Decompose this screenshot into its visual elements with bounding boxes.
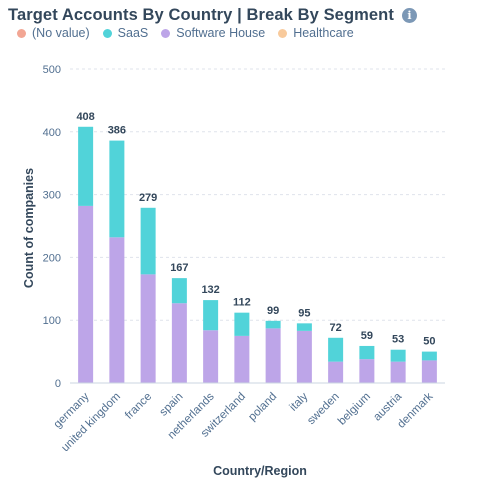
info-icon[interactable]: i xyxy=(401,8,417,23)
y-tick-label: 0 xyxy=(55,378,61,390)
legend-item-healthcare[interactable]: Healthcare xyxy=(278,26,354,40)
x-axis-title: Country/Region xyxy=(213,464,307,478)
bar-segment-software-house[interactable] xyxy=(265,328,281,383)
bar-segment-saas[interactable] xyxy=(296,323,312,331)
legend-swatch xyxy=(102,28,112,38)
bar-segment-saas[interactable] xyxy=(140,207,156,275)
bar-segment-saas[interactable] xyxy=(265,320,281,329)
chart-title: Target Accounts By Country | Break By Se… xyxy=(8,6,394,24)
y-axis-title: Count of companies xyxy=(22,168,36,288)
x-tick-label: italy xyxy=(288,390,311,413)
x-tick-label: france xyxy=(123,391,154,422)
bar-segment-saas[interactable] xyxy=(390,349,406,362)
chart-legend: (No value) SaaS Software House Healthcar… xyxy=(17,26,354,40)
legend-swatch xyxy=(278,28,288,38)
bar-total-label: 112 xyxy=(233,297,251,309)
bar-segment-software-house[interactable] xyxy=(78,205,94,383)
y-tick-label: 100 xyxy=(43,315,61,327)
x-tick-label: belgium xyxy=(336,391,373,428)
bar-total-label: 132 xyxy=(201,284,219,296)
legend-item-saas[interactable]: SaaS xyxy=(102,26,149,40)
x-tick-label: united kingdom xyxy=(59,391,123,455)
bar-segment-saas[interactable] xyxy=(171,278,187,304)
legend-item-software-house[interactable]: Software House xyxy=(161,26,265,40)
value-labels: 408 386 279 167 132 112 99 95 72 59 53 50 xyxy=(76,111,435,348)
bar-segment-software-house[interactable] xyxy=(390,361,406,383)
bar-segment-software-house[interactable] xyxy=(171,303,187,383)
chart-header: Target Accounts By Country | Break By Se… xyxy=(8,6,417,25)
bar-segment-software-house[interactable] xyxy=(296,330,312,383)
bar-segment-saas[interactable] xyxy=(359,345,375,360)
bar-segment-software-house[interactable] xyxy=(140,274,156,383)
gridlines xyxy=(70,68,445,321)
y-tick-label: 400 xyxy=(43,127,61,139)
legend-swatch xyxy=(161,28,171,38)
bar-total-label: 279 xyxy=(139,192,157,204)
bar-segment-saas[interactable] xyxy=(109,140,125,238)
bar-segment-software-house[interactable] xyxy=(109,237,125,383)
y-tick-label: 200 xyxy=(43,252,61,264)
bar-total-label: 95 xyxy=(298,307,310,319)
bar-segment-software-house[interactable] xyxy=(421,360,437,383)
bar-segment-saas[interactable] xyxy=(78,126,94,206)
legend-label: (No value) xyxy=(32,26,90,40)
y-axis-ticks: 0 100 200 300 400 500 xyxy=(43,64,61,390)
bar-total-label: 50 xyxy=(423,336,435,348)
bar-segment-software-house[interactable] xyxy=(234,335,250,383)
bar-total-label: 59 xyxy=(361,330,373,342)
x-tick-label: spain xyxy=(158,391,186,419)
x-tick-label: sweden xyxy=(305,391,342,428)
bar-segment-software-house[interactable] xyxy=(328,361,344,383)
y-tick-label: 300 xyxy=(43,190,61,202)
bar-total-label: 386 xyxy=(108,125,126,137)
bar-segment-saas[interactable] xyxy=(328,337,344,362)
bar-segment-saas[interactable] xyxy=(203,300,219,331)
y-tick-label: 500 xyxy=(43,64,61,76)
bar-segment-software-house[interactable] xyxy=(359,359,375,383)
bar-total-label: 408 xyxy=(76,111,94,123)
bar-total-label: 167 xyxy=(170,262,188,274)
bar-total-label: 99 xyxy=(267,305,279,317)
bar-segment-saas[interactable] xyxy=(421,351,437,361)
bar-segment-software-house[interactable] xyxy=(203,330,219,383)
legend-item-no-value[interactable]: (No value) xyxy=(17,26,90,40)
legend-label: Software House xyxy=(176,26,266,40)
bars xyxy=(78,126,437,383)
bar-total-label: 72 xyxy=(330,322,342,334)
bar-segment-saas[interactable] xyxy=(234,312,250,336)
bar-total-label: 53 xyxy=(392,334,404,346)
legend-label: SaaS xyxy=(117,26,149,40)
x-tick-label: poland xyxy=(246,391,279,424)
legend-swatch xyxy=(17,28,26,38)
legend-label: Healthcare xyxy=(293,26,354,40)
